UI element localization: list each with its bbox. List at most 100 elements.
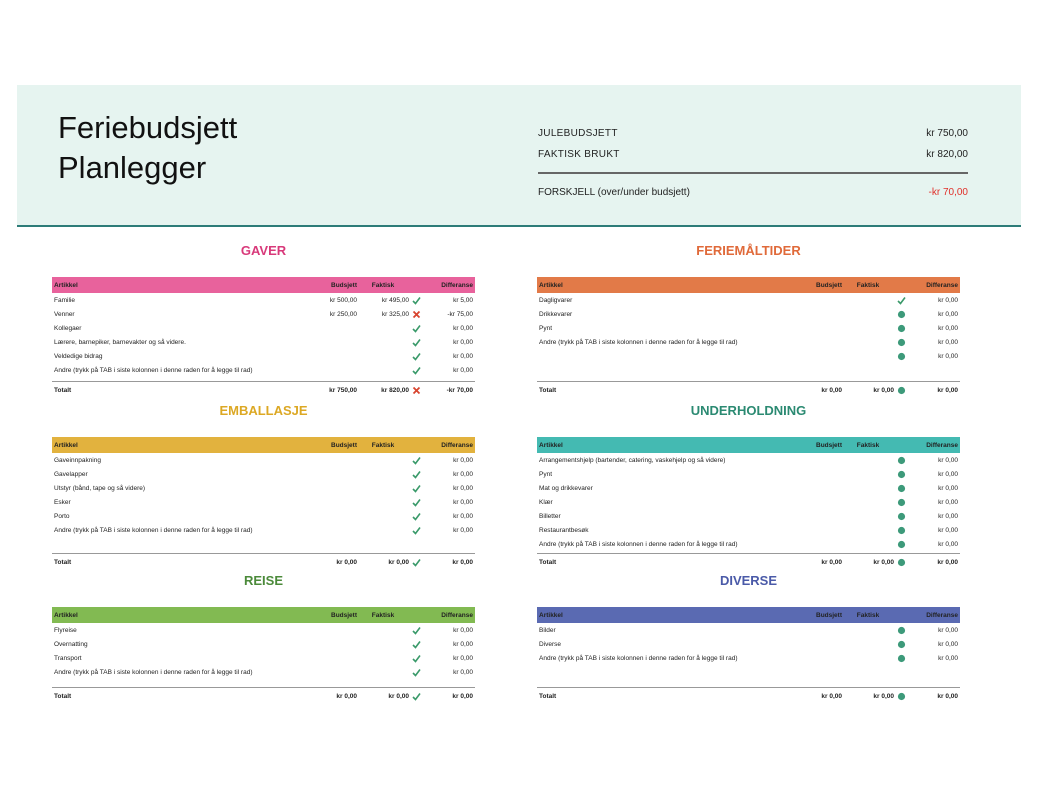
- status-icon: [411, 654, 421, 663]
- icon-cell: [894, 654, 908, 663]
- column-header: Budsjett: [331, 611, 357, 619]
- status-icon: [897, 558, 905, 566]
- icon-cell: [409, 324, 423, 333]
- icon-cell: [409, 386, 423, 395]
- status-icon: [897, 654, 905, 662]
- icon-cell: [894, 526, 908, 535]
- table-row: Andre (trykk på TAB i siste kolonnen i d…: [537, 651, 960, 665]
- column-header: Differanse: [926, 281, 958, 289]
- difference-cell: kr 0,00: [453, 338, 473, 346]
- item-cell: Transport: [54, 654, 82, 662]
- status-icon: [897, 470, 905, 478]
- status-icon: [897, 484, 905, 492]
- budget-cell: kr 500,00: [329, 296, 357, 304]
- item-cell: Andre (trykk på TAB i siste kolonnen i d…: [539, 540, 738, 548]
- item-cell: Restaurantbesøk: [539, 526, 589, 534]
- table-row: Andre (trykk på TAB i siste kolonnen i d…: [537, 335, 960, 349]
- section: UNDERHOLDNING Artikkel Budsjett Faktisk Diff…: [537, 401, 960, 570]
- icon-cell: [894, 692, 908, 701]
- table-row: Lærere, barnepiker, barnevakter og så vi…: [52, 335, 475, 349]
- table-row: Arrangementshjelp (bartender, catering, …: [537, 453, 960, 467]
- status-icon: [897, 540, 905, 548]
- table-header: Artikkel Budsjett Faktisk Differanse: [537, 607, 960, 623]
- icon-cell: [894, 512, 908, 521]
- difference-cell: kr 0,00: [453, 352, 473, 360]
- column-header: Budsjett: [816, 441, 842, 449]
- section-title: DIVERSE: [719, 573, 778, 588]
- total-row: Totalt kr 0,00 kr 0,00 kr 0,00: [537, 687, 960, 704]
- icon-cell: [409, 338, 423, 347]
- status-icon: [897, 512, 905, 520]
- item-cell: Veldedige bidrag: [54, 352, 103, 360]
- column-header: Budsjett: [331, 281, 357, 289]
- difference-cell: kr 0,00: [938, 470, 958, 478]
- status-icon: [411, 456, 421, 465]
- difference-cell: kr 0,00: [453, 456, 473, 464]
- section-title: GAVER: [240, 243, 287, 258]
- icon-cell: [409, 498, 423, 507]
- difference-cell: kr 0,00: [937, 558, 958, 566]
- table-row: Diverse kr 0,00: [537, 637, 960, 651]
- item-cell: Andre (trykk på TAB i siste kolonnen i d…: [54, 366, 253, 374]
- icon-cell: [894, 338, 908, 347]
- column-header: Differanse: [926, 441, 958, 449]
- summary-label: JULEBUDSJETT: [538, 128, 618, 139]
- table-row: Esker kr 0,00: [52, 495, 475, 509]
- budget-cell: kr 0,00: [336, 692, 357, 700]
- item-cell: Totalt: [539, 386, 557, 394]
- column-header: Differanse: [441, 281, 473, 289]
- table-header: Artikkel Budsjett Faktisk Differanse: [537, 277, 960, 293]
- actual-cell: kr 0,00: [388, 692, 409, 700]
- table-row: Andre (trykk på TAB i siste kolonnen i d…: [52, 665, 475, 679]
- table-row: Kollegaer kr 0,00: [52, 321, 475, 335]
- icon-cell: [894, 456, 908, 465]
- icon-cell: [409, 526, 423, 535]
- status-icon: [411, 626, 421, 635]
- table-row: Porto kr 0,00: [52, 509, 475, 523]
- status-icon: [411, 640, 421, 649]
- difference-cell: kr 0,00: [452, 558, 473, 566]
- status-icon: [897, 352, 905, 360]
- status-icon: [411, 470, 421, 479]
- status-icon: [411, 692, 421, 701]
- difference-cell: kr 0,00: [937, 386, 958, 394]
- total-row: Totalt kr 0,00 kr 0,00 kr 0,00: [52, 553, 475, 570]
- status-icon: [411, 558, 421, 567]
- table-row: Gavelapper kr 0,00: [52, 467, 475, 481]
- item-cell: Andre (trykk på TAB i siste kolonnen i d…: [539, 338, 738, 346]
- difference-cell: kr 0,00: [938, 296, 958, 304]
- difference-cell: kr 0,00: [937, 692, 958, 700]
- status-icon: [411, 352, 421, 361]
- icon-cell: [409, 470, 423, 479]
- table-row: Gaveinnpakning kr 0,00: [52, 453, 475, 467]
- icon-cell: [894, 640, 908, 649]
- icon-cell: [409, 692, 423, 701]
- difference-cell: kr 0,00: [453, 526, 473, 534]
- column-header: Artikkel: [54, 441, 78, 449]
- actual-cell: kr 0,00: [873, 692, 894, 700]
- item-cell: Mat og drikkevarer: [539, 484, 593, 492]
- status-icon: [897, 324, 905, 332]
- title: Planlegger: [58, 150, 207, 185]
- status-icon: [897, 310, 905, 318]
- table-row: Familie kr 500,00 kr 495,00 kr 5,00: [52, 293, 475, 307]
- table-row: Klær kr 0,00: [537, 495, 960, 509]
- icon-cell: [409, 558, 423, 567]
- difference-cell: kr 0,00: [453, 470, 473, 478]
- section-title: FERIEMÅLTIDER: [696, 243, 801, 258]
- item-cell: Kollegaer: [54, 324, 82, 332]
- difference-cell: -kr 75,00: [447, 310, 473, 318]
- icon-cell: [894, 498, 908, 507]
- table-row: Flyreise kr 0,00: [52, 623, 475, 637]
- difference-cell: kr 0,00: [938, 484, 958, 492]
- table-row: Utstyr (bånd, tape og så videre) kr 0,00: [52, 481, 475, 495]
- icon-cell: [409, 310, 423, 319]
- difference-cell: kr 0,00: [453, 484, 473, 492]
- item-cell: Familie: [54, 296, 75, 304]
- status-icon: [897, 692, 905, 700]
- item-cell: Lærere, barnepiker, barnevakter og så vi…: [54, 338, 186, 346]
- status-icon: [411, 512, 421, 521]
- icon-cell: [894, 310, 908, 319]
- status-icon: [897, 498, 905, 506]
- difference-cell: kr 0,00: [938, 498, 958, 506]
